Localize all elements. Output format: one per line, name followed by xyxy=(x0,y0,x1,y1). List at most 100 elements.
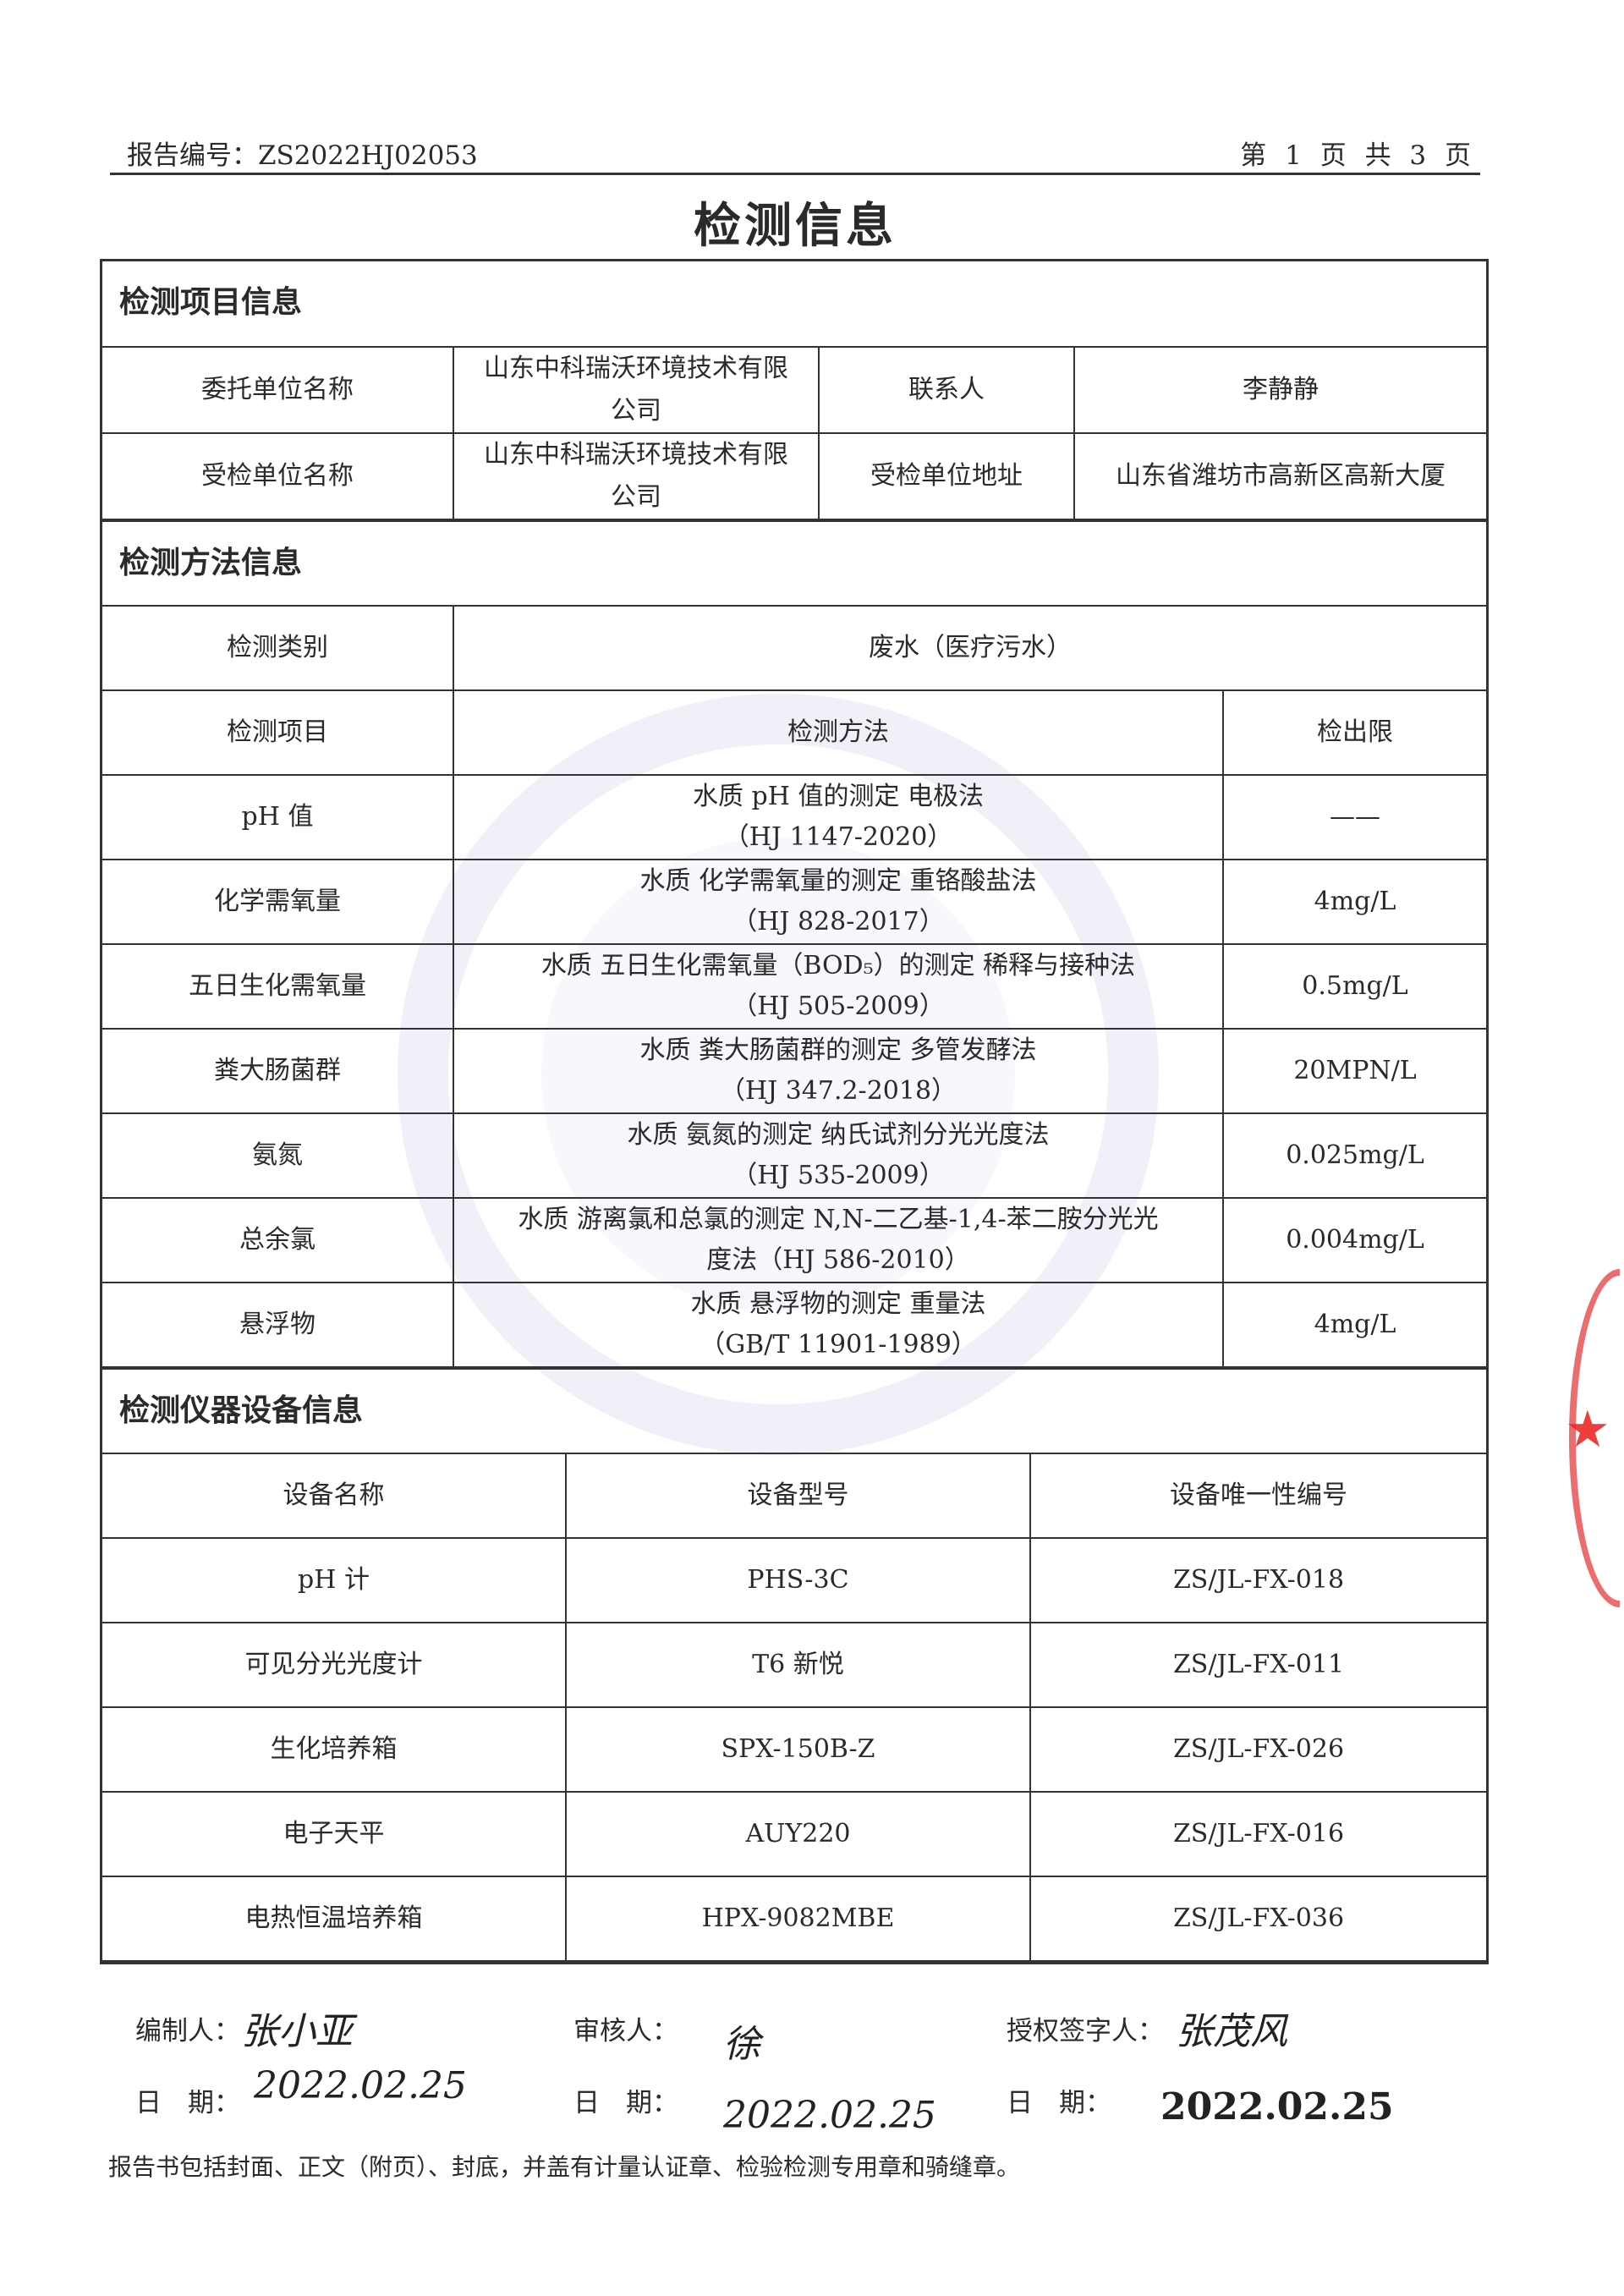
reviewer-date-label: 日 期： xyxy=(573,2088,678,2118)
method-cell: 水质 化学需氧量的测定 重铬酸盐法 （HJ 828-2017） xyxy=(453,859,1224,945)
table-row: 检测类别 废水（医疗污水） xyxy=(102,607,1486,691)
seal-star-icon: ★ xyxy=(1565,1400,1610,1459)
address-label: 受检单位地址 xyxy=(818,432,1075,520)
table-row: 受检单位名称 山东中科瑞沃环境技术有限公司 受检单位地址 山东省潍坊市高新区高新… xyxy=(102,432,1486,520)
column-header: 检测方法 xyxy=(453,689,1224,776)
approver-date: 2022.02.25 xyxy=(1160,2085,1394,2128)
item-cell: pH 值 xyxy=(102,775,454,860)
equipment-model-cell: SPX-150B-Z xyxy=(565,1706,1031,1793)
method-name: 水质 pH 值的测定 电极法 xyxy=(693,782,984,811)
method-name: 水质 化学需氧量的测定 重铬酸盐法 xyxy=(639,866,1037,896)
client-value: 山东中科瑞沃环境技术有限公司 xyxy=(453,348,820,434)
method-name: 水质 悬浮物的测定 重量法 xyxy=(690,1289,986,1319)
table-row: 委托单位名称 山东中科瑞沃环境技术有限公司 联系人 李静静 xyxy=(102,348,1486,434)
method-cell: 水质 粪大肠菌群的测定 多管发酵法 （HJ 347.2-2018） xyxy=(453,1028,1224,1114)
table-row: pH 值 水质 pH 值的测定 电极法 （HJ 1147-2020） —— xyxy=(102,775,1486,860)
limit-cell: 0.5mg/L xyxy=(1222,943,1486,1030)
limit-cell: —— xyxy=(1222,775,1486,860)
approver-signature: 张茂风 xyxy=(1176,2010,1287,2053)
project-table: 委托单位名称 山东中科瑞沃环境技术有限公司 联系人 李静静 受检单位名称 山东中… xyxy=(102,348,1486,520)
limit-cell: 0.004mg/L xyxy=(1222,1197,1486,1283)
equipment-id-cell: ZS/JL-FX-011 xyxy=(1029,1622,1486,1708)
table-header-row: 检测项目 检测方法 检出限 xyxy=(102,689,1486,776)
table-row: 五日生化需氧量 水质 五日生化需氧量（BOD₅）的测定 稀释与接种法 （HJ 505… xyxy=(102,943,1486,1030)
method-name: 水质 粪大肠菌群的测定 多管发酵法 xyxy=(639,1035,1037,1065)
method-name: 水质 五日生化需氧量（BOD₅）的测定 稀释与接种法 xyxy=(540,951,1136,980)
inspected-label: 受检单位名称 xyxy=(102,432,454,520)
method-standard: （HJ 1147-2020） xyxy=(723,822,953,852)
column-header: 检出限 xyxy=(1222,689,1486,776)
item-cell: 氨氮 xyxy=(102,1112,454,1199)
item-cell: 五日生化需氧量 xyxy=(102,943,454,1030)
method-name: 水质 氨氮的测定 纳氏试剂分光光度法 xyxy=(627,1120,1050,1150)
compiler-date-label: 日 期： xyxy=(135,2088,240,2118)
table-row: 电热恒温培养箱 HPX-9082MBE ZS/JL-FX-036 xyxy=(102,1876,1486,1962)
client-label: 委托单位名称 xyxy=(102,348,454,434)
category-value: 废水（医疗污水） xyxy=(453,607,1486,691)
table-row: 氨氮 水质 氨氮的测定 纳氏试剂分光光度法 （HJ 535-2009） 0.025mg… xyxy=(102,1112,1486,1199)
column-header: 设备唯一性编号 xyxy=(1029,1454,1486,1539)
method-standard: 度法（HJ 586-2010） xyxy=(706,1245,970,1275)
equipment-model-cell: PHS-3C xyxy=(565,1538,1031,1623)
inspected-value: 山东中科瑞沃环境技术有限公司 xyxy=(453,432,820,520)
compiler-date: 2022.02.25 xyxy=(254,2064,467,2107)
equipment-id-cell: ZS/JL-FX-036 xyxy=(1029,1876,1486,1962)
section-equipment-title: 检测仪器设备信息 xyxy=(102,1368,1486,1454)
report-number: 报告编号：ZS2022HJ02053 xyxy=(127,140,478,171)
column-header: 检测项目 xyxy=(102,689,454,776)
limit-cell: 20MPN/L xyxy=(1222,1028,1486,1114)
limit-cell: 4mg/L xyxy=(1222,1282,1486,1368)
method-standard: （HJ 828-2017） xyxy=(732,907,945,937)
method-cell: 水质 游离氯和总氯的测定 N,N-二乙基-1,4-苯二胺分光光 度法（HJ 586… xyxy=(453,1197,1224,1283)
approver-label: 授权签字人： xyxy=(1007,2016,1164,2046)
item-cell: 悬浮物 xyxy=(102,1282,454,1368)
category-label: 检测类别 xyxy=(102,607,454,691)
table-header-row: 设备名称 设备型号 设备唯一性编号 xyxy=(102,1454,1486,1539)
reviewer-date: 2022.02.25 xyxy=(723,2094,936,2137)
equipment-id-cell: ZS/JL-FX-016 xyxy=(1029,1791,1486,1877)
address-value: 山东省潍坊市高新区高新大厦 xyxy=(1073,432,1486,520)
limit-cell: 0.025mg/L xyxy=(1222,1112,1486,1199)
footnote: 报告书包括封面、正文（附页）、封底，并盖有计量认证章、检验检测专用章和骑缝章。 xyxy=(108,2153,1021,2181)
equipment-name-cell: 电热恒温培养箱 xyxy=(102,1876,567,1962)
approver-date-label: 日 期： xyxy=(1007,2088,1111,2118)
contact-label: 联系人 xyxy=(818,348,1075,434)
section-project-title: 检测项目信息 xyxy=(102,261,1486,348)
method-standard: （HJ 505-2009） xyxy=(732,991,945,1021)
table-row: 悬浮物 水质 悬浮物的测定 重量法 （GB/T 11901-1989） 4mg/L xyxy=(102,1282,1486,1368)
item-cell: 总余氯 xyxy=(102,1197,454,1283)
equipment-model-cell: T6 新悦 xyxy=(565,1622,1031,1708)
reviewer-signature: 徐 xyxy=(723,2023,760,2066)
column-header: 设备名称 xyxy=(102,1454,567,1539)
method-table: 检测类别 废水（医疗污水） 检测项目 检测方法 检出限 pH 值水质 pH 值的… xyxy=(102,607,1486,1368)
page-title: 检测信息 xyxy=(694,199,897,254)
equipment-name-cell: 可见分光光度计 xyxy=(102,1622,567,1708)
compiler-label: 编制人： xyxy=(135,2016,240,2046)
table-row: 生化培养箱 SPX-150B-Z ZS/JL-FX-026 xyxy=(102,1706,1486,1793)
table-row: 粪大肠菌群 水质 粪大肠菌群的测定 多管发酵法 （HJ 347.2-2018） 20M… xyxy=(102,1028,1486,1114)
table-row: pH 计 PHS-3C ZS/JL-FX-018 xyxy=(102,1538,1486,1623)
method-cell: 水质 pH 值的测定 电极法 （HJ 1147-2020） xyxy=(453,775,1224,860)
method-cell: 水质 悬浮物的测定 重量法 （GB/T 11901-1989） xyxy=(453,1282,1224,1368)
method-name: 水质 游离氯和总氯的测定 N,N-二乙基-1,4-苯二胺分光光 xyxy=(518,1205,1159,1234)
table-row: 化学需氧量 水质 化学需氧量的测定 重铬酸盐法 （HJ 828-2017） 4mg/L xyxy=(102,859,1486,945)
equipment-model-cell: HPX-9082MBE xyxy=(565,1876,1031,1962)
header-divider xyxy=(110,173,1480,175)
equipment-table: 设备名称 设备型号 设备唯一性编号 pH 计 PHS-3C ZS/JL-FX-018… xyxy=(102,1454,1486,1962)
method-standard: （GB/T 11901-1989） xyxy=(700,1330,977,1359)
method-standard: （HJ 347.2-2018） xyxy=(719,1076,957,1106)
table-row: 可见分光光度计 T6 新悦 ZS/JL-FX-011 xyxy=(102,1622,1486,1708)
page-indicator: 第 1 页 共 3 页 xyxy=(1240,140,1476,171)
contact-value: 李静静 xyxy=(1073,348,1486,434)
compiler-signature: 张小亚 xyxy=(241,2010,353,2053)
equipment-name-cell: pH 计 xyxy=(102,1538,567,1623)
info-table: 检测项目信息 委托单位名称 山东中科瑞沃环境技术有限公司 联系人 李静静 受检单… xyxy=(100,259,1489,1964)
column-header: 设备型号 xyxy=(565,1454,1031,1539)
limit-cell: 4mg/L xyxy=(1222,859,1486,945)
equipment-model-cell: AUY220 xyxy=(565,1791,1031,1877)
method-cell: 水质 五日生化需氧量（BOD₅）的测定 稀释与接种法 （HJ 505-2009） xyxy=(453,943,1224,1030)
section-method-title: 检测方法信息 xyxy=(102,520,1486,607)
equipment-name-cell: 生化培养箱 xyxy=(102,1706,567,1793)
table-row: 电子天平 AUY220 ZS/JL-FX-016 xyxy=(102,1791,1486,1877)
method-cell: 水质 氨氮的测定 纳氏试剂分光光度法 （HJ 535-2009） xyxy=(453,1112,1224,1199)
